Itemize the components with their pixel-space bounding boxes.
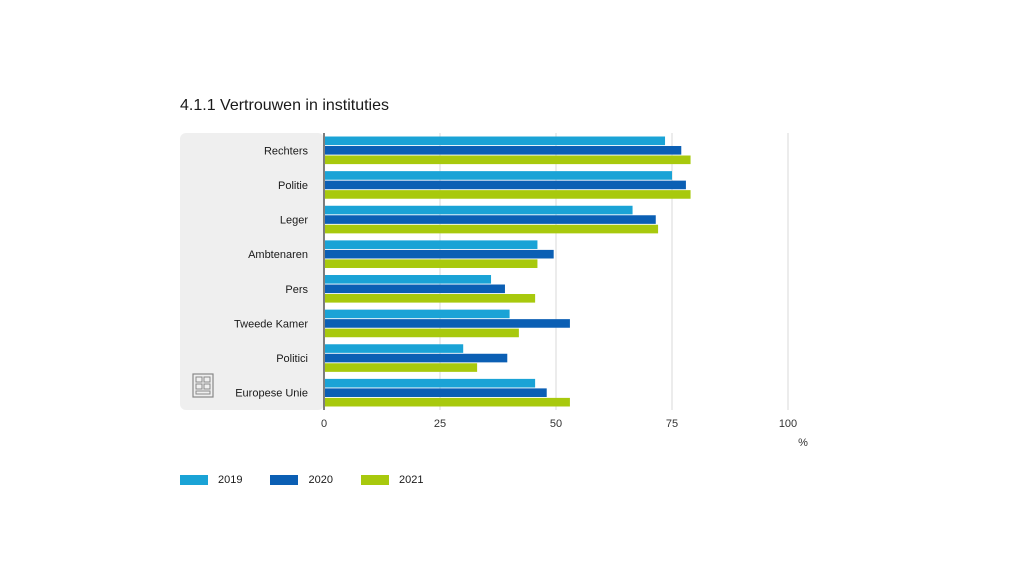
bar-2020-politici <box>325 353 508 363</box>
bar-2021-politici <box>325 363 478 372</box>
legend-label: 2021 <box>398 474 424 486</box>
bar-2021-ambtenaren <box>325 259 538 268</box>
bar-2019-ambtenaren <box>325 240 538 249</box>
logo-icon <box>192 373 214 398</box>
legend-item: 2020 <box>270 474 333 486</box>
legend-item: 2019 <box>180 474 242 486</box>
bar-2020-europese-unie <box>325 388 547 397</box>
legend-swatch <box>360 475 389 485</box>
legend-item: 2021 <box>360 474 424 486</box>
category-label: Politici <box>276 353 308 365</box>
category-label: Europese Unie <box>235 388 308 400</box>
x-tick-label: 0 <box>321 418 327 430</box>
x-tick-labels: 0 25 50 75 100 <box>321 418 797 430</box>
bar-2020-pers <box>325 284 505 294</box>
category-label: Leger <box>280 215 308 227</box>
bar-2019-europese-unie <box>325 378 536 388</box>
category-label: Tweede Kamer <box>234 318 308 330</box>
x-tick-label: 50 <box>550 418 562 430</box>
category-label-panel <box>180 133 324 410</box>
bar-2019-leger <box>325 205 633 215</box>
bar-2020-leger <box>325 215 656 224</box>
legend: 2019 2020 2021 <box>180 474 451 486</box>
bar-2019-politici <box>325 344 464 353</box>
category-label: Ambtenaren <box>248 249 308 261</box>
x-unit-label: % <box>798 437 808 449</box>
bars <box>325 136 691 407</box>
x-tick-label: 75 <box>666 418 678 430</box>
chart-title: 4.1.1 Vertrouwen in instituties <box>180 97 390 114</box>
bar-2021-europese-unie <box>325 397 570 407</box>
legend-swatch <box>270 475 299 485</box>
x-tick-label: 25 <box>434 418 446 430</box>
bar-2020-rechters <box>325 146 682 155</box>
bar-2019-politie <box>325 171 672 180</box>
legend-label: 2020 <box>308 474 333 486</box>
legend-label: 2019 <box>218 474 243 486</box>
category-label: Rechters <box>264 145 309 157</box>
bar-2021-pers <box>325 294 536 303</box>
bar-2021-leger <box>325 224 659 234</box>
x-tick-label: 100 <box>779 418 797 430</box>
bar-2019-pers <box>325 275 492 284</box>
bar-2019-tweede-kamer <box>325 309 510 319</box>
bar-2021-rechters <box>325 155 691 165</box>
bar-2019-rechters <box>325 136 666 146</box>
legend-swatch <box>180 475 208 485</box>
bar-2020-tweede-kamer <box>325 319 570 328</box>
category-label: Pers <box>285 284 308 296</box>
bar-2021-tweede-kamer <box>325 328 519 338</box>
bar-2021-politie <box>325 190 691 199</box>
bar-2020-politie <box>325 180 686 190</box>
category-label: Politie <box>278 180 308 192</box>
category-labels: Rechters Politie Leger Ambtenaren Pers Tweede… <box>234 145 308 399</box>
bar-2020-ambtenaren <box>325 249 554 259</box>
